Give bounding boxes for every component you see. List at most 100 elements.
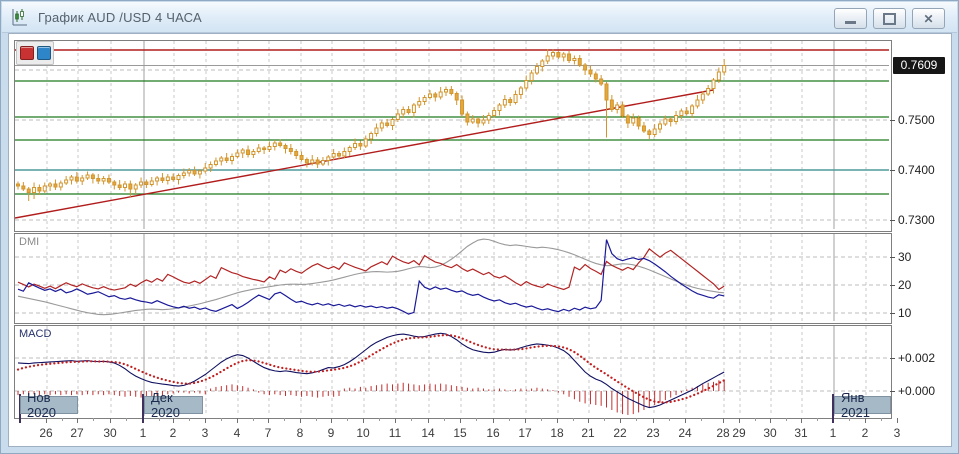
close-button[interactable]: ✕ — [912, 8, 945, 29]
time-tick — [588, 418, 589, 423]
date-label: 24 — [678, 426, 692, 440]
time-tick — [557, 418, 558, 423]
date-label: 18 — [550, 426, 564, 440]
time-tick-minor — [849, 418, 850, 421]
price-chart-panel[interactable] — [14, 40, 892, 232]
dmi-tick-label: 10 — [898, 306, 912, 320]
time-tick — [237, 418, 238, 423]
time-tick — [110, 418, 111, 423]
month-label-box: Нов 2020 — [20, 390, 78, 420]
time-tick-minor — [573, 418, 574, 421]
close-icon: ✕ — [923, 11, 934, 26]
sell-marker-button[interactable] — [19, 46, 34, 60]
macd-signal-line — [16, 333, 726, 404]
time-tick-minor — [669, 418, 670, 421]
date-label: 28 — [716, 426, 730, 440]
time-tick-minor — [817, 418, 818, 421]
time-tick-minor — [93, 418, 94, 421]
time-tick-minor — [411, 418, 412, 421]
date-label: 1 — [139, 426, 147, 440]
time-tick — [685, 418, 686, 423]
month-boundary-marker — [832, 394, 834, 423]
current-price-badge: 0.7609 — [893, 56, 945, 74]
time-tick-minor — [347, 418, 348, 421]
title-bar[interactable]: График AUD /USD 4 ЧАСА ✕ — [2, 2, 957, 33]
dmi-tick-label: 30 — [898, 250, 912, 264]
dmi-indicator-panel[interactable]: DMI — [14, 233, 892, 324]
time-tick — [46, 418, 47, 423]
date-label: 27 — [70, 426, 84, 440]
scale-tick — [890, 219, 895, 221]
date-label: 29 — [732, 426, 746, 440]
time-tick-minor — [881, 418, 882, 421]
time-tick — [460, 418, 461, 423]
scale-tick — [890, 284, 895, 286]
time-tick — [331, 418, 332, 423]
time-tick-minor — [701, 418, 702, 421]
time-tick-minor — [379, 418, 380, 421]
date-label: 14 — [421, 426, 435, 440]
time-tick — [897, 418, 898, 423]
time-tick — [300, 418, 301, 423]
time-tick — [739, 418, 740, 423]
time-tick — [395, 418, 396, 423]
date-label: 30 — [763, 426, 777, 440]
date-label: 15 — [453, 426, 467, 440]
time-tick-minor — [189, 418, 190, 421]
date-label: 30 — [103, 426, 117, 440]
time-tick-minor — [221, 418, 222, 421]
time-tick — [173, 418, 174, 423]
buy-marker-button[interactable] — [36, 46, 51, 60]
scale-tick — [890, 256, 895, 258]
macd-line — [17, 332, 725, 409]
window-title: График AUD /USD 4 ЧАСА — [38, 9, 202, 25]
date-label: 21 — [581, 426, 595, 440]
time-tick-minor — [755, 418, 756, 421]
date-label: 26 — [39, 426, 53, 440]
time-tick-minor — [253, 418, 254, 421]
macd-indicator-panel[interactable]: MACD — [14, 325, 892, 419]
date-label: 10 — [356, 426, 370, 440]
date-label: 31 — [794, 426, 808, 440]
price-tick-label: 0.7400 — [898, 163, 935, 177]
date-label: 8 — [296, 426, 304, 440]
trend-line — [15, 89, 714, 219]
time-tick — [493, 418, 494, 423]
date-label: 2 — [169, 426, 177, 440]
date-label: 3 — [201, 426, 209, 440]
scale-tick — [890, 169, 895, 171]
time-tick-minor — [604, 418, 605, 421]
time-tick-minor — [126, 418, 127, 421]
time-tick — [770, 418, 771, 423]
restore-button[interactable] — [873, 8, 906, 29]
price-tick-label: 0.7500 — [898, 113, 935, 127]
date-label: 4 — [233, 426, 241, 440]
date-label: 3 — [893, 426, 901, 440]
dmi-panel-label: DMI — [19, 236, 40, 248]
time-tick-minor — [786, 418, 787, 421]
time-tick-minor — [541, 418, 542, 421]
date-label: 17 — [518, 426, 532, 440]
scale-tick — [890, 357, 895, 359]
price-tick-label: 0.7300 — [898, 213, 935, 227]
time-tick-minor — [444, 418, 445, 421]
date-label: 16 — [486, 426, 500, 440]
dmi-adx-line — [17, 238, 725, 316]
object-toolbar — [16, 41, 54, 65]
time-tick — [363, 418, 364, 423]
date-label: 9 — [327, 426, 335, 440]
date-label: 2 — [861, 426, 869, 440]
date-label: 7 — [264, 426, 272, 440]
time-tick — [268, 418, 269, 423]
date-label: 23 — [646, 426, 660, 440]
dmi-plus-di-line — [17, 247, 725, 291]
month-label-box: Янв 2021 — [834, 390, 891, 420]
date-label: 11 — [388, 426, 402, 440]
minimize-icon — [845, 21, 856, 24]
minimize-button[interactable] — [834, 8, 867, 29]
macd-tick-label: +0.000 — [898, 384, 936, 398]
time-tick — [525, 418, 526, 423]
time-tick-minor — [316, 418, 317, 421]
candles-layer — [16, 49, 727, 201]
